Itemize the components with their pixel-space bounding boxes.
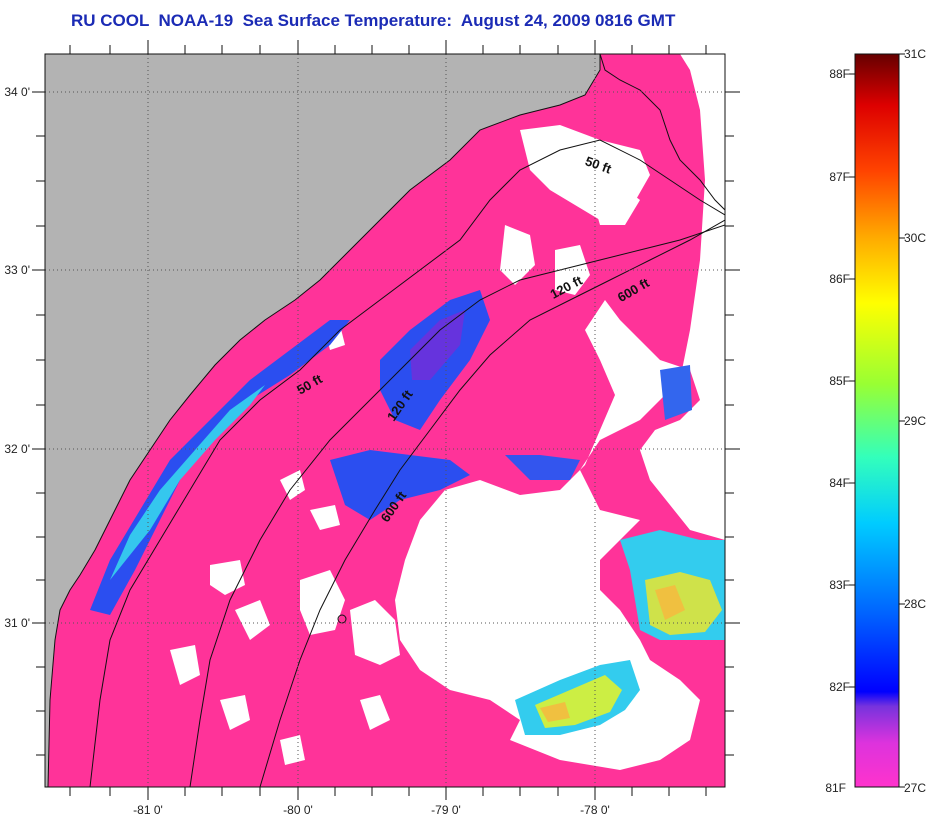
colorbar-f-label-85: 85F [829,374,850,388]
colorbar: 88F 87F 86F 85F 84F 83F 82F 81F 31C 30C … [825,47,926,795]
graticule [45,54,725,787]
cool-sst-bands [90,178,580,615]
map-panel [45,54,725,787]
contour-120ft [189,224,725,787]
colorbar-c-label-27: 27C [904,781,926,795]
colorbar-ticks [849,53,905,788]
lat-label-31: 31 0' [4,616,30,630]
colorbar-f-label-88: 88F [829,67,850,81]
warm-sst-patches [515,365,725,735]
colorbar-c-label-28: 28C [904,597,926,611]
coastline [599,54,725,211]
lon-label-80: -80 0' [283,803,313,817]
lon-label-81: -81 0' [133,803,163,817]
lon-label-78: -78 0' [580,803,610,817]
lon-label-79: -79 0' [431,803,461,817]
lat-label-32: 32 0' [4,442,30,456]
colorbar-f-label-84: 84F [829,476,850,490]
colorbar-c-label-30: 30C [904,231,926,245]
axis-ticks [32,40,740,800]
colorbar-gradient [854,53,900,788]
colorbar-f-label-83: 83F [829,578,850,592]
colorbar-f-label-82: 82F [829,680,850,694]
lat-label-33: 33 0' [4,263,30,277]
colorbar-c-label-31: 31C [904,47,926,61]
contour-50ft [89,139,725,787]
colorbar-f-label-87: 87F [829,170,850,184]
colorbar-f-label-86: 86F [829,272,850,286]
map-frame [44,53,726,788]
colorbar-f-label-81: 81F [825,781,846,795]
lat-label-34: 34 0' [4,85,30,99]
colorbar-c-label-29: 29C [904,414,926,428]
land-mass [45,54,601,787]
map-title: RU COOL NOAA-19 Sea Surface Temperature:… [71,11,676,30]
cloud-cover [170,54,725,770]
